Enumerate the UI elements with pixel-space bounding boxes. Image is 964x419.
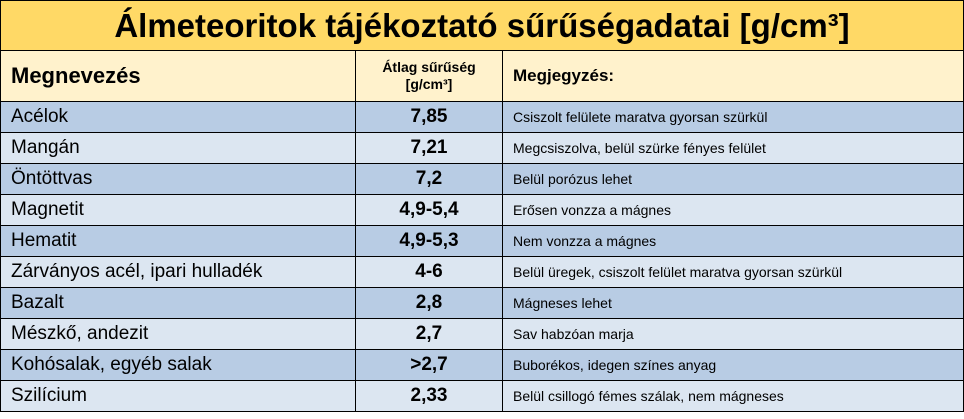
header-cell: Megnevezés xyxy=(0,50,356,102)
table-cell: 7,21 xyxy=(355,132,503,164)
header-row: Megnevezés Átlag sűrűség [g/cm³] Megjegy… xyxy=(0,50,964,102)
table-cell: 2,33 xyxy=(355,380,503,412)
table-cell: 2,8 xyxy=(355,287,503,319)
table-cell: 4,9-5,3 xyxy=(355,225,503,257)
table-row: Öntöttvas 7,2 Belül porózus lehet xyxy=(0,163,964,195)
table-cell: Acélok xyxy=(0,101,356,133)
table-cell: >2,7 xyxy=(355,349,503,381)
table-cell: Öntöttvas xyxy=(0,163,356,195)
table-cell: Mészkő, andezit xyxy=(0,318,356,350)
table-cell: 2,7 xyxy=(355,318,503,350)
table-cell: Belül csillogó fémes szálak, nem mágnese… xyxy=(501,380,964,412)
table-row: Mangán 7,21 Megcsiszolva, belül szürke fén… xyxy=(0,132,964,164)
table-cell: Sav habzóan marja xyxy=(501,318,964,350)
table-cell: Bazalt xyxy=(0,287,356,319)
table-row: Kohósalak, egyéb salak >2,7 Buborékos, ide… xyxy=(0,349,964,381)
header-cell: Megjegyzés: xyxy=(501,50,964,102)
table-cell: Magnetit xyxy=(0,194,356,226)
table-cell: Mágneses lehet xyxy=(501,287,964,319)
table-cell: Buborékos, idegen színes anyag xyxy=(501,349,964,381)
table-cell: Megcsiszolva, belül szürke fényes felüle… xyxy=(501,132,964,164)
table-cell: Csiszolt felülete maratva gyorsan szürkü… xyxy=(501,101,964,133)
table-cell: Nem vonzza a mágnes xyxy=(501,225,964,257)
table-row: Zárványos acél, ipari hulladék 4-6 Belül ü… xyxy=(0,256,964,288)
table-row: Magnetit 4,9-5,4 Erősen vonzza a mágnes xyxy=(0,194,964,226)
table-cell: Kohósalak, egyéb salak xyxy=(0,349,356,381)
table-row: Szilícium 2,33 Belül csillogó fémes szálak… xyxy=(0,380,964,412)
table-row: Hematit 4,9-5,3 Nem vonzza a mágnes xyxy=(0,225,964,257)
table-row: Acélok 7,85 Csiszolt felülete maratva gyor… xyxy=(0,101,964,133)
table-cell: Erősen vonzza a mágnes xyxy=(501,194,964,226)
table-cell: Szilícium xyxy=(0,380,356,412)
table-row: Bazalt 2,8 Mágneses lehet xyxy=(0,287,964,319)
table-cell: 7,85 xyxy=(355,101,503,133)
table-cell: Belül üregek, csiszolt felület maratva g… xyxy=(501,256,964,288)
table-row: Mészkő, andezit 2,7 Sav habzóan marja xyxy=(0,318,964,350)
table-cell: Zárványos acél, ipari hulladék xyxy=(0,256,356,288)
table-cell: Belül porózus lehet xyxy=(501,163,964,195)
table-cell: 7,2 xyxy=(355,163,503,195)
table-title: Álmeteoritok tájékoztató sűrűségadatai [… xyxy=(0,0,964,51)
table-cell: Mangán xyxy=(0,132,356,164)
table-cell: Hematit xyxy=(0,225,356,257)
header-cell: Átlag sűrűség [g/cm³] xyxy=(355,50,503,102)
table-cell: 4,9-5,4 xyxy=(355,194,503,226)
table-cell: 4-6 xyxy=(355,256,503,288)
